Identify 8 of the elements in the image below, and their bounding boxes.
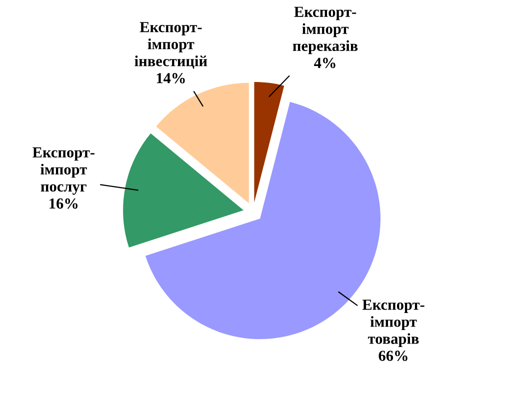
slice-label: Експорт-імпорт переказів [292, 6, 358, 54]
data-label: 16% [50, 198, 78, 209]
data-label: 66% [378, 350, 408, 362]
slice-label: Експорт-імпорт послуг [32, 147, 94, 195]
data-label: 14% [156, 73, 185, 84]
slice-label: Експорт-імпорт інвестицій [134, 22, 208, 69]
data-label: 4% [314, 58, 336, 68]
slice-label: Експорт-імпорт товарів [362, 300, 424, 348]
